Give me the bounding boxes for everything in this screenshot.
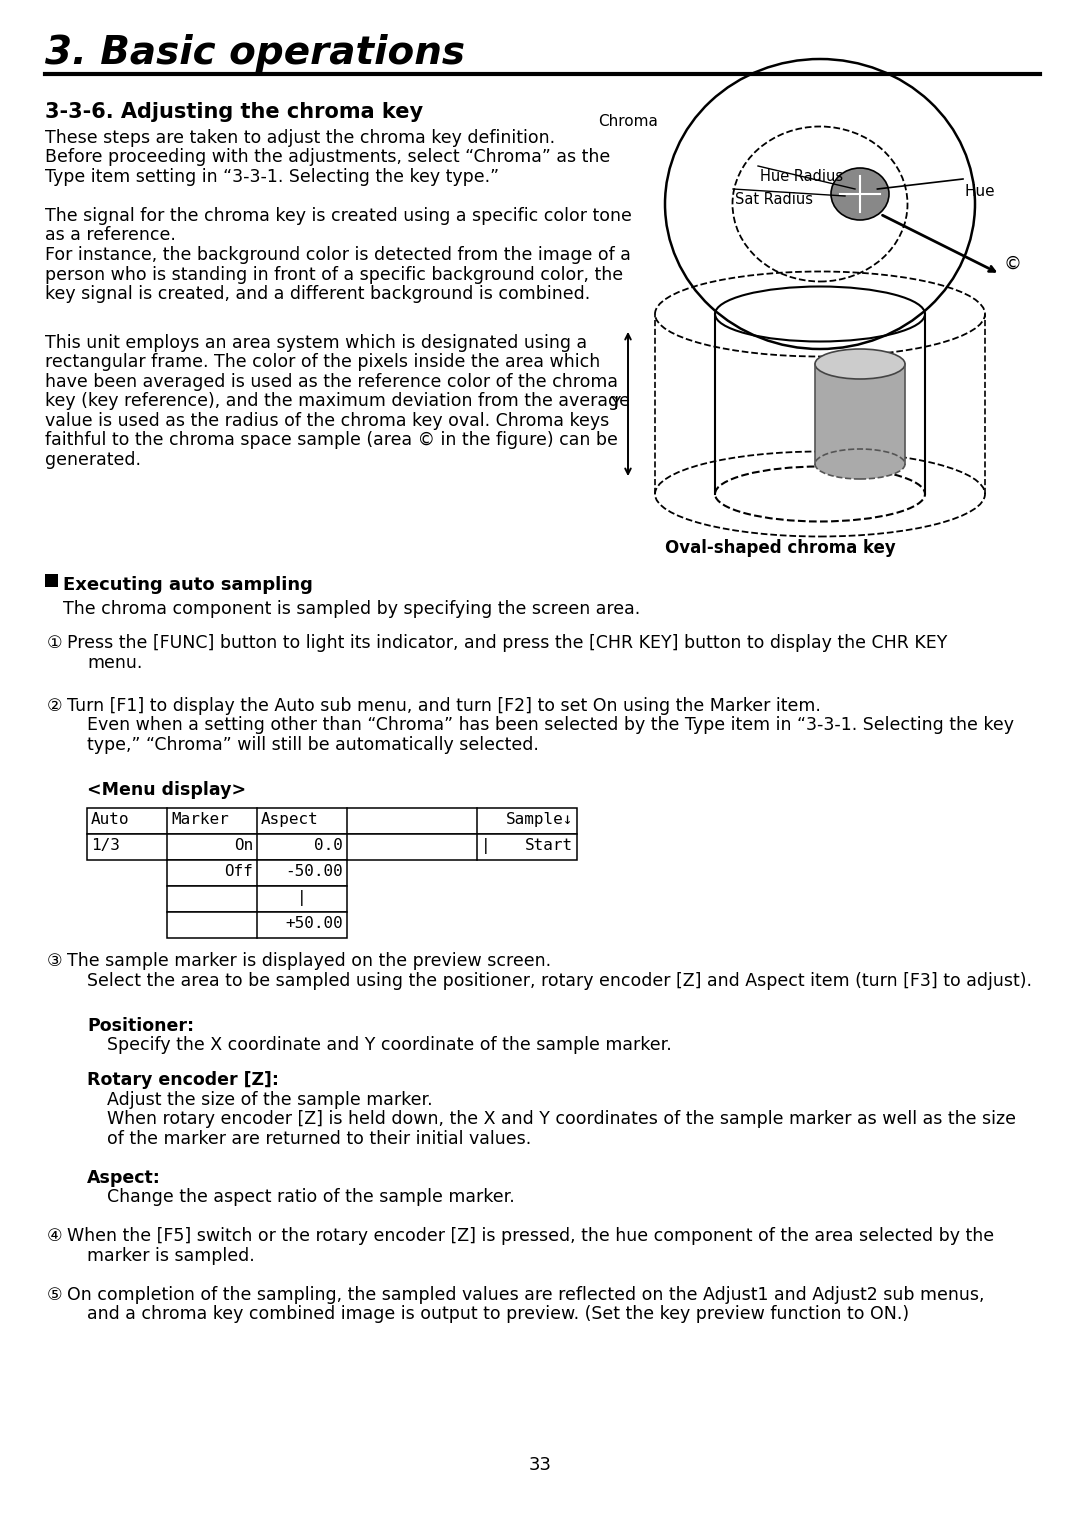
Text: For instance, the background color is detected from the image of a: For instance, the background color is de… [45, 245, 631, 264]
Text: generated.: generated. [45, 451, 141, 469]
Text: person who is standing in front of a specific background color, the: person who is standing in front of a spe… [45, 265, 623, 283]
Bar [167, 860, 347, 887]
Text: |: | [481, 838, 490, 855]
Text: Y: Y [610, 395, 620, 413]
Text: Hue Radius: Hue Radius [760, 169, 843, 184]
Bar [87, 834, 577, 860]
Text: type,” “Chroma” will still be automatically selected.: type,” “Chroma” will still be automatica… [87, 736, 539, 754]
Text: and a chroma key combined image is output to preview. (Set the key preview funct: and a chroma key combined image is outpu… [87, 1305, 909, 1323]
Text: rectangular frame. The color of the pixels inside the area which: rectangular frame. The color of the pixe… [45, 354, 600, 372]
Text: Start: Start [525, 838, 573, 853]
Bar [87, 808, 577, 834]
Text: Before proceeding with the adjustments, select “Chroma” as the: Before proceeding with the adjustments, … [45, 148, 610, 166]
Text: of the marker are returned to their initial values.: of the marker are returned to their init… [107, 1129, 531, 1148]
Text: Press the [FUNC] button to light its indicator, and press the [CHR KEY] button t: Press the [FUNC] button to light its ind… [67, 634, 947, 652]
Text: Oval-shaped chroma key: Oval-shaped chroma key [664, 539, 895, 556]
Text: ④: ④ [48, 1227, 63, 1245]
Text: Positioner:: Positioner: [87, 1017, 194, 1035]
Text: This unit employs an area system which is designated using a: This unit employs an area system which i… [45, 334, 588, 352]
Text: On: On [233, 838, 253, 853]
Text: The signal for the chroma key is created using a specific color tone: The signal for the chroma key is created… [45, 207, 632, 226]
Text: value is used as the radius of the chroma key oval. Chroma keys: value is used as the radius of the chrom… [45, 411, 609, 430]
Text: The chroma component is sampled by specifying the screen area.: The chroma component is sampled by speci… [63, 599, 640, 617]
Text: Executing auto sampling: Executing auto sampling [63, 576, 313, 594]
Text: Specify the X coordinate and Y coordinate of the sample marker.: Specify the X coordinate and Y coordinat… [107, 1036, 672, 1055]
Text: 0.0: 0.0 [314, 838, 343, 853]
Text: -50.00: -50.00 [285, 864, 343, 879]
Text: 3-3-6. Adjusting the chroma key: 3-3-6. Adjusting the chroma key [45, 102, 423, 122]
Text: +50.00: +50.00 [285, 916, 343, 931]
Text: Change the aspect ratio of the sample marker.: Change the aspect ratio of the sample ma… [107, 1189, 515, 1205]
Text: On completion of the sampling, the sampled values are reflected on the Adjust1 a: On completion of the sampling, the sampl… [67, 1286, 985, 1303]
Text: Hue: Hue [966, 184, 996, 200]
Text: marker is sampled.: marker is sampled. [87, 1247, 255, 1265]
Text: Rotary encoder [Z]:: Rotary encoder [Z]: [87, 1071, 279, 1090]
Ellipse shape [831, 168, 889, 219]
Text: as a reference.: as a reference. [45, 227, 176, 244]
Text: Off: Off [225, 864, 253, 879]
Bar [167, 887, 347, 913]
Text: These steps are taken to adjust the chroma key definition.: These steps are taken to adjust the chro… [45, 130, 555, 146]
Bar [167, 913, 347, 939]
Ellipse shape [815, 349, 905, 379]
Text: Sat Radius: Sat Radius [735, 192, 813, 207]
Text: Select the area to be sampled using the positioner, rotary encoder [Z] and Aspec: Select the area to be sampled using the … [87, 972, 1032, 989]
Text: Chroma: Chroma [598, 114, 658, 130]
Text: have been averaged is used as the reference color of the chroma: have been averaged is used as the refere… [45, 373, 618, 390]
Text: Marker: Marker [171, 812, 229, 828]
Text: When rotary encoder [Z] is held down, the X and Y coordinates of the sample mark: When rotary encoder [Z] is held down, th… [107, 1109, 1016, 1128]
Text: ②: ② [48, 696, 63, 715]
Text: Sample↓: Sample↓ [505, 812, 573, 828]
Text: Auto: Auto [91, 812, 130, 828]
Text: 33: 33 [528, 1455, 552, 1474]
Text: |: | [297, 890, 307, 907]
Text: ⑤: ⑤ [48, 1286, 63, 1303]
Text: Turn [F1] to display the Auto sub menu, and turn [F2] to set On using the Marker: Turn [F1] to display the Auto sub menu, … [67, 696, 821, 715]
Text: ①: ① [48, 634, 63, 652]
Text: Aspect:: Aspect: [87, 1169, 161, 1187]
Text: 1/3: 1/3 [91, 838, 120, 853]
Text: faithful to the chroma space sample (area © in the figure) can be: faithful to the chroma space sample (are… [45, 431, 618, 450]
Bar [45, 575, 58, 587]
Text: Even when a setting other than “Chroma” has been selected by the Type item in “3: Even when a setting other than “Chroma” … [87, 716, 1014, 735]
Text: ③: ③ [48, 952, 63, 971]
Text: key (key reference), and the maximum deviation from the average: key (key reference), and the maximum dev… [45, 392, 630, 410]
Text: <Menu display>: <Menu display> [87, 780, 246, 799]
Text: Aspect: Aspect [261, 812, 319, 828]
Bar [815, 364, 905, 463]
Text: Adjust the size of the sample marker.: Adjust the size of the sample marker. [107, 1091, 433, 1108]
Text: ©: © [1003, 255, 1021, 273]
Text: menu.: menu. [87, 654, 143, 672]
Text: Type item setting in “3-3-1. Selecting the key type.”: Type item setting in “3-3-1. Selecting t… [45, 168, 499, 186]
Ellipse shape [815, 450, 905, 479]
Text: 3. Basic operations: 3. Basic operations [45, 34, 465, 72]
Text: The sample marker is displayed on the preview screen.: The sample marker is displayed on the pr… [67, 952, 551, 971]
Text: key signal is created, and a different background is combined.: key signal is created, and a different b… [45, 285, 591, 303]
Text: When the [F5] switch or the rotary encoder [Z] is pressed, the hue component of : When the [F5] switch or the rotary encod… [67, 1227, 994, 1245]
